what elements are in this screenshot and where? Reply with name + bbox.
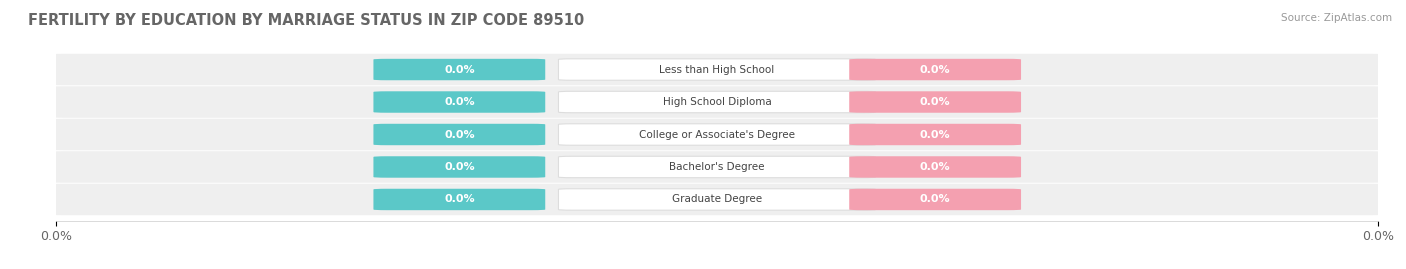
Text: 0.0%: 0.0% (444, 65, 475, 75)
FancyBboxPatch shape (558, 124, 876, 145)
Text: FERTILITY BY EDUCATION BY MARRIAGE STATUS IN ZIP CODE 89510: FERTILITY BY EDUCATION BY MARRIAGE STATU… (28, 13, 585, 29)
Text: 0.0%: 0.0% (444, 97, 475, 107)
Text: Graduate Degree: Graduate Degree (672, 194, 762, 204)
FancyBboxPatch shape (53, 184, 1381, 215)
FancyBboxPatch shape (849, 91, 1021, 113)
FancyBboxPatch shape (849, 156, 1021, 178)
FancyBboxPatch shape (374, 189, 546, 210)
FancyBboxPatch shape (53, 54, 1381, 85)
FancyBboxPatch shape (374, 124, 546, 145)
Text: 0.0%: 0.0% (920, 162, 950, 172)
FancyBboxPatch shape (849, 59, 1021, 80)
Text: 0.0%: 0.0% (920, 194, 950, 204)
FancyBboxPatch shape (53, 119, 1381, 150)
Text: 0.0%: 0.0% (444, 194, 475, 204)
FancyBboxPatch shape (558, 59, 876, 80)
Text: 0.0%: 0.0% (444, 129, 475, 140)
Text: 0.0%: 0.0% (920, 65, 950, 75)
Text: Source: ZipAtlas.com: Source: ZipAtlas.com (1281, 13, 1392, 23)
FancyBboxPatch shape (558, 91, 876, 113)
Text: 0.0%: 0.0% (444, 162, 475, 172)
FancyBboxPatch shape (558, 189, 876, 210)
Text: 0.0%: 0.0% (920, 129, 950, 140)
FancyBboxPatch shape (849, 189, 1021, 210)
FancyBboxPatch shape (53, 151, 1381, 183)
FancyBboxPatch shape (849, 124, 1021, 145)
FancyBboxPatch shape (374, 91, 546, 113)
Legend: Married, Unmarried: Married, Unmarried (634, 264, 800, 269)
FancyBboxPatch shape (374, 59, 546, 80)
Text: Less than High School: Less than High School (659, 65, 775, 75)
Text: College or Associate's Degree: College or Associate's Degree (640, 129, 794, 140)
FancyBboxPatch shape (374, 156, 546, 178)
Text: High School Diploma: High School Diploma (662, 97, 772, 107)
Text: Bachelor's Degree: Bachelor's Degree (669, 162, 765, 172)
FancyBboxPatch shape (558, 156, 876, 178)
FancyBboxPatch shape (53, 86, 1381, 118)
Text: 0.0%: 0.0% (920, 97, 950, 107)
